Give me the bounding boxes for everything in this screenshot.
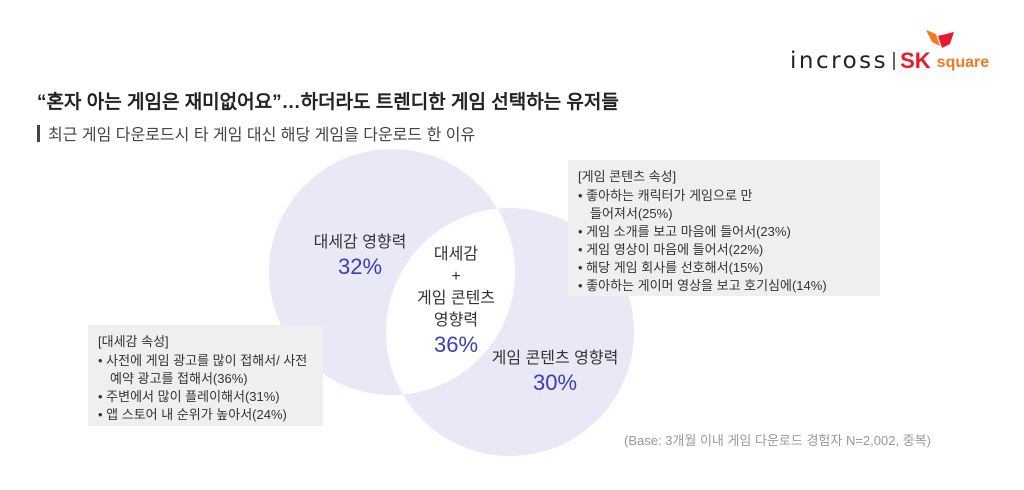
- center-line1: 대세감: [433, 246, 479, 263]
- center-value: 36%: [433, 332, 479, 357]
- subtitle-bar: [37, 124, 40, 142]
- list-item: • 주변에서 많이 플레이해서(31%): [98, 389, 280, 404]
- right-box-heading: [게임 콘텐츠 속성]: [578, 169, 677, 184]
- list-item: • 사전에 게임 광고를 많이 접해서/ 사전 예약 광고를 접해서(36%): [98, 353, 308, 386]
- right-value: 30%: [532, 370, 578, 395]
- logo-square: square: [936, 54, 990, 71]
- center-line4: 영향력: [433, 312, 479, 329]
- right-attribute-box: [게임 콘텐츠 속성] • 좋아하는 캐릭터가 게임으로 만들어져서(25%) …: [568, 160, 880, 296]
- logo-incross: incross: [790, 48, 889, 74]
- center-line2: +: [451, 268, 461, 285]
- logo-sk: SK: [900, 48, 931, 73]
- subtitle-text: 최근 게임 다운로드시 타 게임 대신 해당 게임을 다운로드 한 이유: [48, 127, 476, 144]
- venn-left-label: 대세감 영향력 32%: [290, 232, 430, 280]
- left-attribute-box: [대세감 속성] • 사전에 게임 광고를 많이 접해서/ 사전 예약 광고를 …: [88, 325, 323, 426]
- venn-center-label: 대세감 + 게임 콘텐츠 영향력 36%: [400, 244, 512, 358]
- left-value: 32%: [337, 254, 383, 279]
- list-item: • 게임 소개를 보고 마음에 들어서(23%): [578, 224, 791, 239]
- venn-right-label: 게임 콘텐츠 영향력 30%: [480, 348, 630, 396]
- list-item: • 앱 스토어 내 순위가 높아서(24%): [98, 407, 287, 422]
- center-line3: 게임 콘텐츠: [416, 290, 496, 307]
- right-label-text: 게임 콘텐츠 영향력: [491, 350, 619, 367]
- logo: incross SK square: [790, 30, 990, 74]
- list-item: • 게임 영상이 마음에 들어서(22%): [578, 242, 764, 257]
- list-item: • 좋아하는 캐릭터가 게임으로 만들어져서(25%): [578, 188, 753, 221]
- left-label-text: 대세감 영향력: [313, 234, 407, 251]
- list-item: • 해당 게임 회사를 선호해서(15%): [578, 260, 764, 275]
- list-item: • 좋아하는 게이머 영상을 보고 호기심에(14%): [578, 278, 827, 293]
- logo-divider: [893, 52, 896, 70]
- page-subtitle: 최근 게임 다운로드시 타 게임 대신 해당 게임을 다운로드 한 이유: [37, 121, 475, 145]
- page-title: “혼자 아는 게임은 재미없어요”…하더라도 트렌디한 게임 선택하는 유저들: [37, 92, 619, 113]
- sk-butterfly-icon: [926, 30, 954, 48]
- left-box-heading: [대세감 속성]: [98, 334, 169, 349]
- base-note: (Base: 3개월 이내 게임 다운로드 경험자 N=2,002, 중복): [624, 433, 931, 448]
